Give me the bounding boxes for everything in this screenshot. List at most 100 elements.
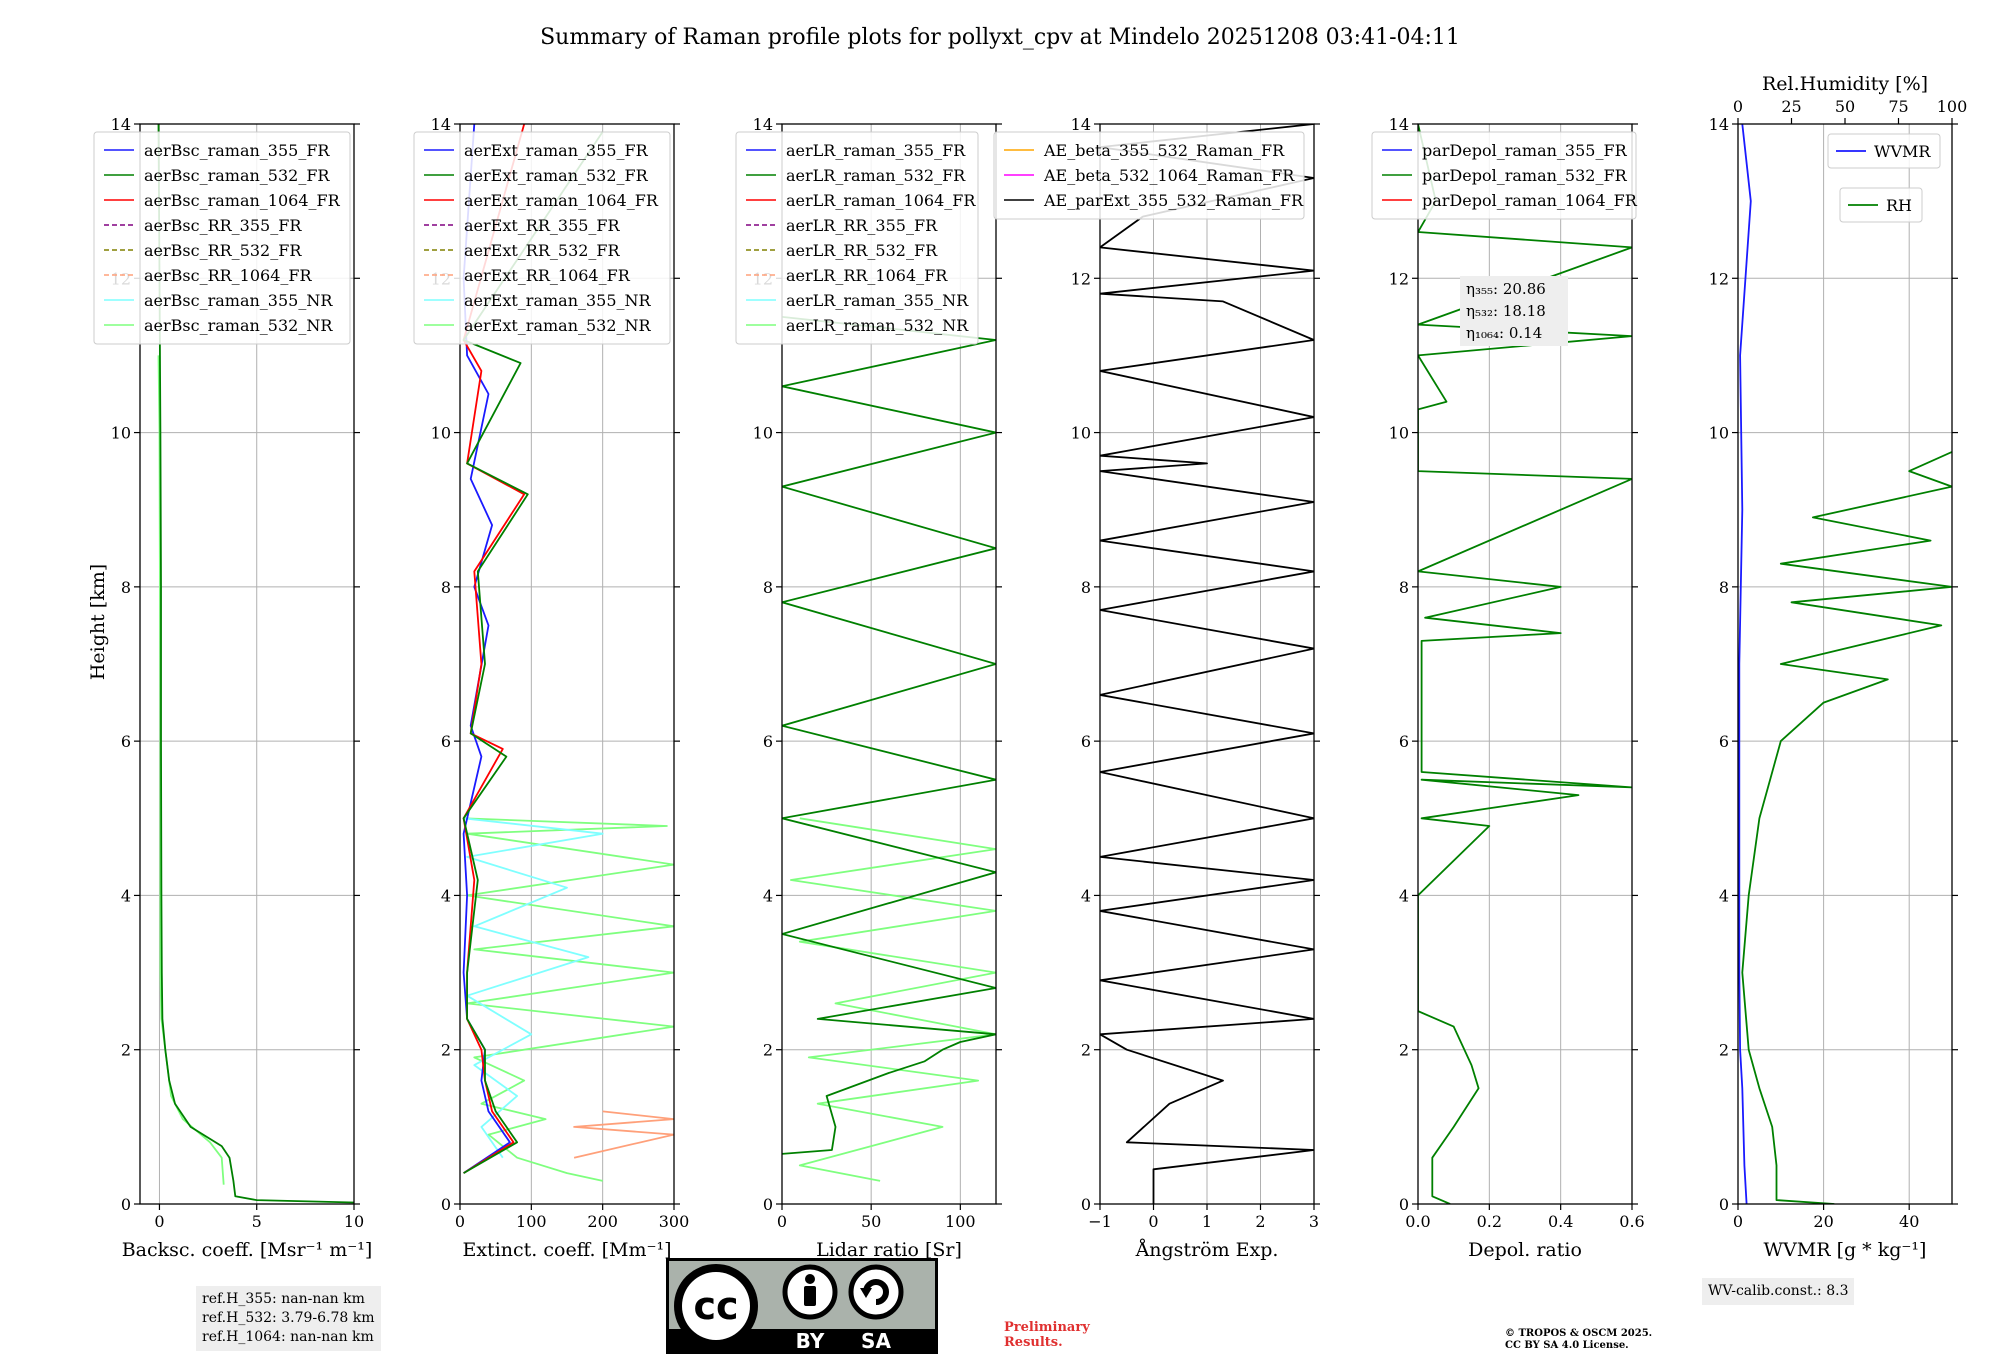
- y-tick-label: 8: [1399, 578, 1409, 597]
- y-tick-label: 2: [121, 1041, 131, 1060]
- ref-height-355: ref.H_355: nan-nan km: [202, 1291, 365, 1307]
- legend-box: [1839, 187, 1923, 223]
- legend-entry: aerLR_raman_532_FR: [786, 166, 966, 185]
- legend-entry: WVMR: [1874, 142, 1931, 161]
- legend-entry: aerLR_RR_355_FR: [786, 216, 938, 235]
- cc-by-sa-badge: cc BY SA: [666, 1258, 938, 1354]
- legend: aerExt_raman_355_FR aerExt_raman_532_FRae…: [413, 131, 671, 345]
- x-tick-label: 40: [1899, 1212, 1919, 1231]
- legend-entry: aerBsc_RR_355_FR: [144, 216, 302, 235]
- by-person-head: [805, 1274, 815, 1284]
- x-tick-label: 0: [777, 1212, 787, 1231]
- series-aerLR_raman_532_NR: [790, 817, 996, 1182]
- x-axis-label: WVMR [g * kg⁻¹]: [1764, 1239, 1927, 1261]
- legend-entry: aerBsc_raman_532_NR: [144, 316, 333, 335]
- annotation-box: [1460, 276, 1568, 346]
- legend-box: [993, 131, 1305, 220]
- plot-frame: [781, 123, 997, 1205]
- y-tick-label: 8: [441, 578, 451, 597]
- x-tick-label: −1: [1088, 1212, 1112, 1231]
- y-tick-label: 8: [121, 578, 131, 597]
- sa-arrow-head: [860, 1288, 872, 1298]
- x-tick-label: 5: [252, 1212, 262, 1231]
- y-tick-label: 4: [1719, 886, 1729, 905]
- y-tick-label: 0: [763, 1195, 773, 1214]
- x-axis-label: Ångström Exp.: [1135, 1239, 1279, 1261]
- y-tick-label: 12: [1709, 269, 1729, 288]
- legend-entry: parDepol_raman_1064_FR: [1422, 191, 1638, 210]
- series-aerExt_raman_532_NR: [463, 817, 674, 1182]
- preliminary-line-2: Results.: [1004, 1335, 1063, 1350]
- x-tick-label: 10: [344, 1212, 364, 1231]
- y-tick-label: 4: [441, 886, 451, 905]
- legend: parDepol_raman_355_FR parDepol_raman_532_…: [1371, 131, 1638, 220]
- by-label: BY: [796, 1329, 825, 1353]
- y-tick-label: 10: [1071, 424, 1091, 443]
- y-tick-label: 10: [1709, 424, 1729, 443]
- x-tick-label: 100: [945, 1212, 976, 1231]
- y-tick-label: 0: [121, 1195, 131, 1214]
- top-x-axis-label: Rel.Humidity [%]: [1762, 73, 1928, 95]
- series-AE_parExt_355_532_Raman_FR: [1100, 124, 1314, 1204]
- legend-entry: aerExt_raman_355_NR: [464, 291, 652, 310]
- legend-entry: aerBsc_raman_355_FR: [144, 141, 330, 160]
- y-tick-label: 10: [753, 424, 773, 443]
- y-tick-label: 0: [1719, 1195, 1729, 1214]
- y-tick-label: 6: [441, 732, 451, 751]
- legend-entry: AE_beta_532_1064_Raman_FR: [1043, 166, 1295, 185]
- figure-title: Summary of Raman profile plots for polly…: [540, 25, 1460, 50]
- legend-box: [1827, 133, 1941, 169]
- top-x-tick-label: 75: [1888, 97, 1908, 116]
- copyright-note: © TROPOS & OSCM 2025. CC BY SA 4.0 Licen…: [1505, 1328, 1652, 1352]
- y-tick-label: 10: [111, 424, 131, 443]
- legend-entry: aerExt_raman_355_FR: [464, 141, 649, 160]
- legend-entry: AE_parExt_355_532_Raman_FR: [1043, 191, 1304, 210]
- wv-calib-const: WV-calib.const.: 8.3: [1708, 1283, 1849, 1299]
- series-group: [157, 124, 354, 1204]
- ref-height-532: ref.H_532: 3.79-6.78 km: [202, 1310, 375, 1326]
- y-tick-label: 8: [1719, 578, 1729, 597]
- legend-entry: aerLR_raman_1064_FR: [786, 191, 976, 210]
- legend-entry: aerExt_raman_1064_FR: [464, 191, 659, 210]
- legend-entry: aerExt_RR_355_FR: [464, 216, 621, 235]
- panel-depol: 0.0 0.2 0.4 0.6 0 2 4 6 8 10 12 14 Depol. ratio parDe…: [1371, 115, 1645, 1261]
- panel-lidar_ratio: 05010002468101214Lidar ratio [Sr]aerLR_r…: [735, 115, 1002, 1261]
- y-tick-label: 6: [1399, 732, 1409, 751]
- x-tick-label: 100: [516, 1212, 547, 1231]
- legend-entry: aerLR_raman_532_NR: [786, 316, 969, 335]
- y-tick-label: 6: [121, 732, 131, 751]
- y-tick-label: 4: [1081, 886, 1091, 905]
- x-axis-label: Depol. ratio: [1468, 1239, 1582, 1261]
- y-tick-label: 2: [1719, 1041, 1729, 1060]
- legend-box: [1371, 131, 1637, 220]
- x-tick-label: 200: [587, 1212, 618, 1231]
- y-tick-label: 4: [1399, 886, 1409, 905]
- legend: WVMR RH: [1827, 133, 1941, 223]
- x-tick-label: 0: [1148, 1212, 1158, 1231]
- preliminary-line-1: Preliminary: [1004, 1320, 1090, 1335]
- y-tick-label: 4: [121, 886, 131, 905]
- series-group: [1738, 124, 1952, 1204]
- series-group: [782, 316, 996, 1182]
- x-tick-label: 50: [861, 1212, 881, 1231]
- by-person-body: [804, 1286, 816, 1306]
- cc-logo-text: cc: [693, 1284, 738, 1328]
- legend-entry: aerLR_raman_355_NR: [786, 291, 969, 310]
- y-tick-label: 10: [431, 424, 451, 443]
- copyright-line-2: CC BY SA 4.0 License.: [1505, 1340, 1629, 1351]
- x-tick-label: 0: [154, 1212, 164, 1231]
- legend: AE_beta_355_532_Raman_FR AE_beta_532_1064…: [993, 131, 1305, 220]
- x-tick-label: 0.2: [1477, 1212, 1502, 1231]
- y-tick-label: 14: [1071, 115, 1091, 134]
- y-tick-label: 14: [111, 115, 131, 134]
- y-tick-label: 2: [441, 1041, 451, 1060]
- legend-entry: aerExt_raman_532_NR: [464, 316, 652, 335]
- series-aerExt_raman_355_NR: [463, 817, 604, 1159]
- x-tick-label: 0.4: [1548, 1212, 1573, 1231]
- y-tick-label: 6: [1719, 732, 1729, 751]
- series-RH: [1741, 451, 1952, 1204]
- plot-frame: [139, 123, 355, 1205]
- plot-frame: [1737, 123, 1953, 1205]
- series-parDepol_raman_532_FR: [1418, 124, 1632, 1204]
